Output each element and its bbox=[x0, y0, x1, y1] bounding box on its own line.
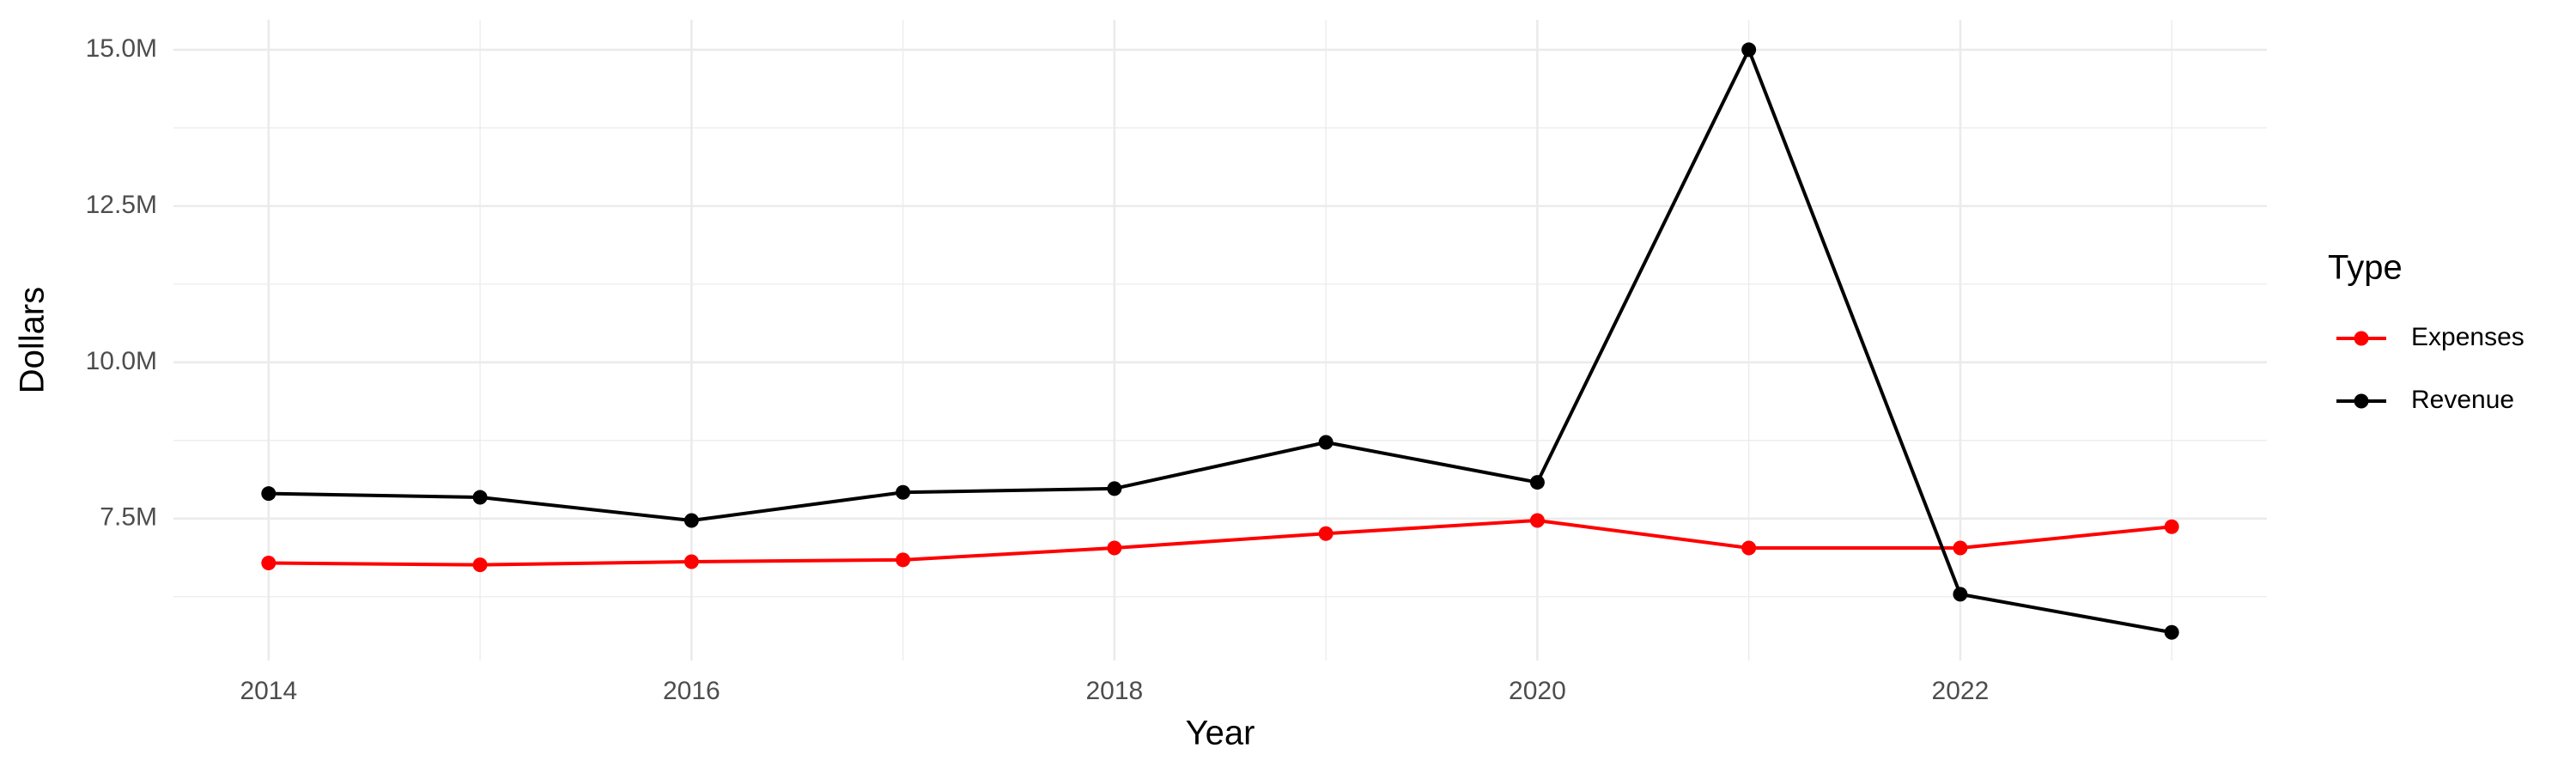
x-tick-label: 2018 bbox=[1085, 677, 1143, 705]
x-tick-label: 2014 bbox=[240, 677, 297, 705]
legend-swatch-point bbox=[2354, 331, 2369, 346]
y-tick-label: 7.5M bbox=[100, 503, 157, 532]
legend-title: Type bbox=[2328, 249, 2403, 287]
x-tick-label: 2016 bbox=[663, 677, 720, 705]
x-axis-title: Year bbox=[1186, 715, 1255, 752]
data-point bbox=[1107, 481, 1122, 496]
series-line bbox=[268, 518, 2172, 567]
y-tick-label: 10.0M bbox=[86, 347, 157, 375]
legend-label: Revenue bbox=[2411, 386, 2514, 414]
data-point bbox=[1318, 435, 1334, 450]
y-tick-label: 12.5M bbox=[86, 191, 157, 219]
legend-label: Expenses bbox=[2411, 323, 2524, 351]
data-point bbox=[1953, 540, 1968, 556]
data-point bbox=[1953, 587, 1968, 602]
data-point bbox=[2164, 519, 2179, 534]
data-point bbox=[261, 555, 276, 570]
data-point bbox=[261, 486, 276, 502]
data-point bbox=[472, 490, 488, 505]
x-tick-label: 2022 bbox=[1932, 677, 1990, 705]
data-point bbox=[2164, 624, 2179, 640]
legend-swatch-point bbox=[2354, 393, 2369, 409]
y-axis-title: Dollars bbox=[14, 287, 52, 393]
data-point bbox=[1529, 513, 1545, 528]
data-point bbox=[1741, 42, 1757, 58]
data-point bbox=[1318, 526, 1334, 541]
data-point bbox=[1107, 540, 1122, 556]
data-point bbox=[896, 552, 911, 568]
data-point bbox=[1529, 475, 1545, 490]
y-tick-label: 15.0M bbox=[86, 34, 157, 63]
data-point bbox=[896, 484, 911, 500]
data-point bbox=[1741, 540, 1757, 556]
data-point bbox=[683, 513, 699, 528]
data-point bbox=[472, 557, 488, 573]
x-tick-label: 2020 bbox=[1509, 677, 1566, 705]
data-point bbox=[683, 554, 699, 569]
series-line bbox=[268, 47, 2172, 635]
